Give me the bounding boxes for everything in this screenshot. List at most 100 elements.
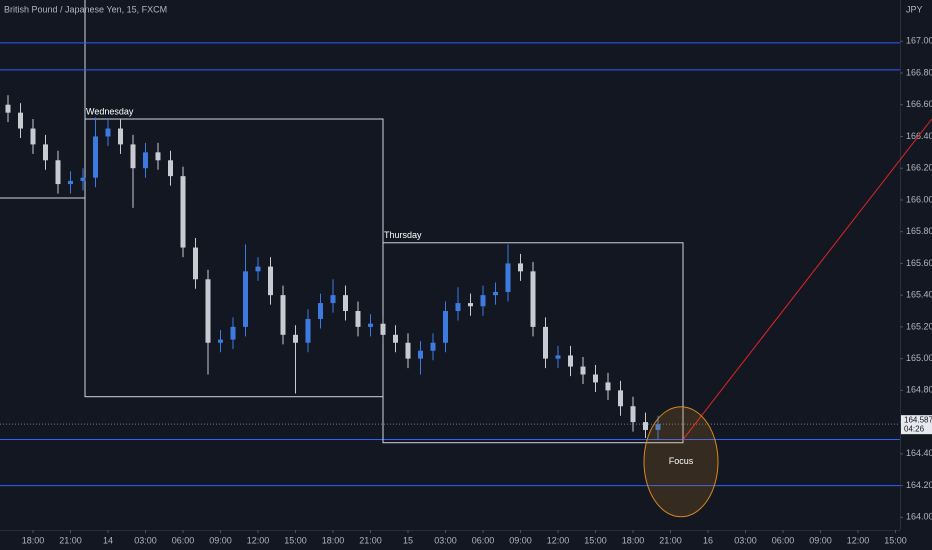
candle-body bbox=[293, 334, 298, 343]
candle-body bbox=[105, 128, 111, 137]
x-tick-label: 09:00 bbox=[809, 535, 832, 545]
candle-body bbox=[143, 152, 148, 169]
candle-body bbox=[68, 180, 73, 185]
x-tick-label: 06:00 bbox=[772, 535, 795, 545]
session-label: Wednesday bbox=[86, 106, 134, 116]
candle-body bbox=[118, 128, 123, 145]
x-tick-label: 09:00 bbox=[209, 535, 232, 545]
y-tick-label: 166.200 bbox=[906, 163, 932, 173]
candle-body bbox=[268, 266, 273, 296]
last-price-box bbox=[901, 415, 932, 435]
candle-body bbox=[543, 326, 548, 359]
candle-body bbox=[193, 247, 198, 280]
x-tick-label: 21:00 bbox=[659, 535, 682, 545]
candle-body bbox=[230, 326, 236, 340]
y-tick-label: 164.000 bbox=[906, 512, 932, 522]
candle-body bbox=[380, 323, 386, 335]
candle-body bbox=[468, 303, 473, 307]
candle-body bbox=[443, 311, 448, 343]
x-tick-label: 15 bbox=[403, 535, 413, 545]
candle-body bbox=[568, 355, 573, 367]
session-label: Thursday bbox=[384, 230, 422, 240]
y-tick-label: 165.400 bbox=[906, 290, 932, 300]
candle-body bbox=[393, 334, 398, 343]
y-tick-label: 165.200 bbox=[906, 321, 932, 331]
candle-body bbox=[218, 339, 223, 343]
candle-body bbox=[405, 342, 411, 359]
focus-ellipse bbox=[643, 406, 719, 518]
candle-body bbox=[243, 271, 248, 327]
x-tick-label: 18:00 bbox=[22, 535, 45, 545]
x-tick-label: 21:00 bbox=[59, 535, 82, 545]
x-tick-label: 03:00 bbox=[434, 535, 457, 545]
candle-body bbox=[455, 303, 461, 312]
candle-body bbox=[480, 295, 486, 307]
y-tick-label: 164.200 bbox=[906, 480, 932, 490]
candle-body bbox=[18, 112, 23, 129]
candle-body bbox=[630, 406, 636, 423]
candle-body bbox=[355, 311, 361, 327]
currency-label: JPY bbox=[906, 4, 923, 14]
countdown-label: 04:26 bbox=[904, 424, 925, 433]
x-tick-label: 09:00 bbox=[509, 535, 532, 545]
candle-body bbox=[655, 424, 661, 431]
candle-body bbox=[30, 128, 36, 145]
candle-body bbox=[318, 303, 323, 319]
y-tick-label: 164.400 bbox=[906, 448, 932, 458]
plot-area: Wednesday Thursday bbox=[0, 42, 900, 487]
candle-body bbox=[493, 291, 498, 296]
candle-body bbox=[593, 374, 598, 383]
candle-body bbox=[280, 295, 286, 335]
x-tick-label: 18:00 bbox=[622, 535, 645, 545]
candle-body bbox=[130, 144, 136, 169]
candle-body bbox=[93, 136, 98, 178]
y-tick-label: 166.000 bbox=[906, 194, 932, 204]
x-tick-label: 15:00 bbox=[584, 535, 607, 545]
candle-body bbox=[330, 295, 336, 304]
candle-body bbox=[180, 176, 186, 248]
candle-body bbox=[205, 279, 211, 343]
candle-body bbox=[518, 263, 523, 272]
x-tick-label: 21:00 bbox=[359, 535, 382, 545]
y-tick-label: 165.000 bbox=[906, 353, 932, 363]
candle-body bbox=[430, 342, 436, 351]
candle-body bbox=[618, 390, 623, 407]
candle-body bbox=[530, 271, 536, 327]
x-tick-label: 14 bbox=[103, 535, 113, 545]
candle-body bbox=[55, 160, 61, 185]
candle-body bbox=[305, 318, 311, 343]
x-tick-label: 06:00 bbox=[172, 535, 195, 545]
y-tick-label: 165.800 bbox=[906, 226, 932, 236]
x-tick-label: 12:00 bbox=[547, 535, 570, 545]
candle-body bbox=[643, 422, 648, 431]
y-tick-label: 164.800 bbox=[906, 385, 932, 395]
x-tick-label: 03:00 bbox=[134, 535, 157, 545]
x-tick-label: 12:00 bbox=[847, 535, 870, 545]
x-tick-label: 15:00 bbox=[884, 535, 907, 545]
candle-body bbox=[580, 366, 586, 375]
candle-body bbox=[43, 144, 48, 161]
candle-body bbox=[168, 160, 173, 177]
candle-body bbox=[505, 263, 511, 292]
candle-body bbox=[368, 323, 373, 327]
y-tick-label: 167.000 bbox=[906, 36, 932, 46]
y-tick-label: 166.800 bbox=[906, 67, 932, 77]
candle-body bbox=[255, 266, 261, 272]
x-tick-label: 06:00 bbox=[472, 535, 495, 545]
candle-body bbox=[343, 295, 348, 312]
last-price-label: 164.587 bbox=[904, 415, 932, 424]
candle-body bbox=[555, 355, 561, 359]
x-tick-label: 03:00 bbox=[734, 535, 757, 545]
candle-body bbox=[605, 382, 611, 391]
focus-label: Focus bbox=[669, 456, 694, 466]
trendline bbox=[682, 118, 932, 440]
x-tick-label: 15:00 bbox=[284, 535, 307, 545]
chart-title: British Pound / Japanese Yen, 15, FXCM bbox=[4, 4, 167, 14]
y-tick-label: 166.600 bbox=[906, 99, 932, 109]
candle-body bbox=[80, 177, 86, 181]
x-tick-label: 12:00 bbox=[247, 535, 270, 545]
x-tick-label: 18:00 bbox=[322, 535, 345, 545]
